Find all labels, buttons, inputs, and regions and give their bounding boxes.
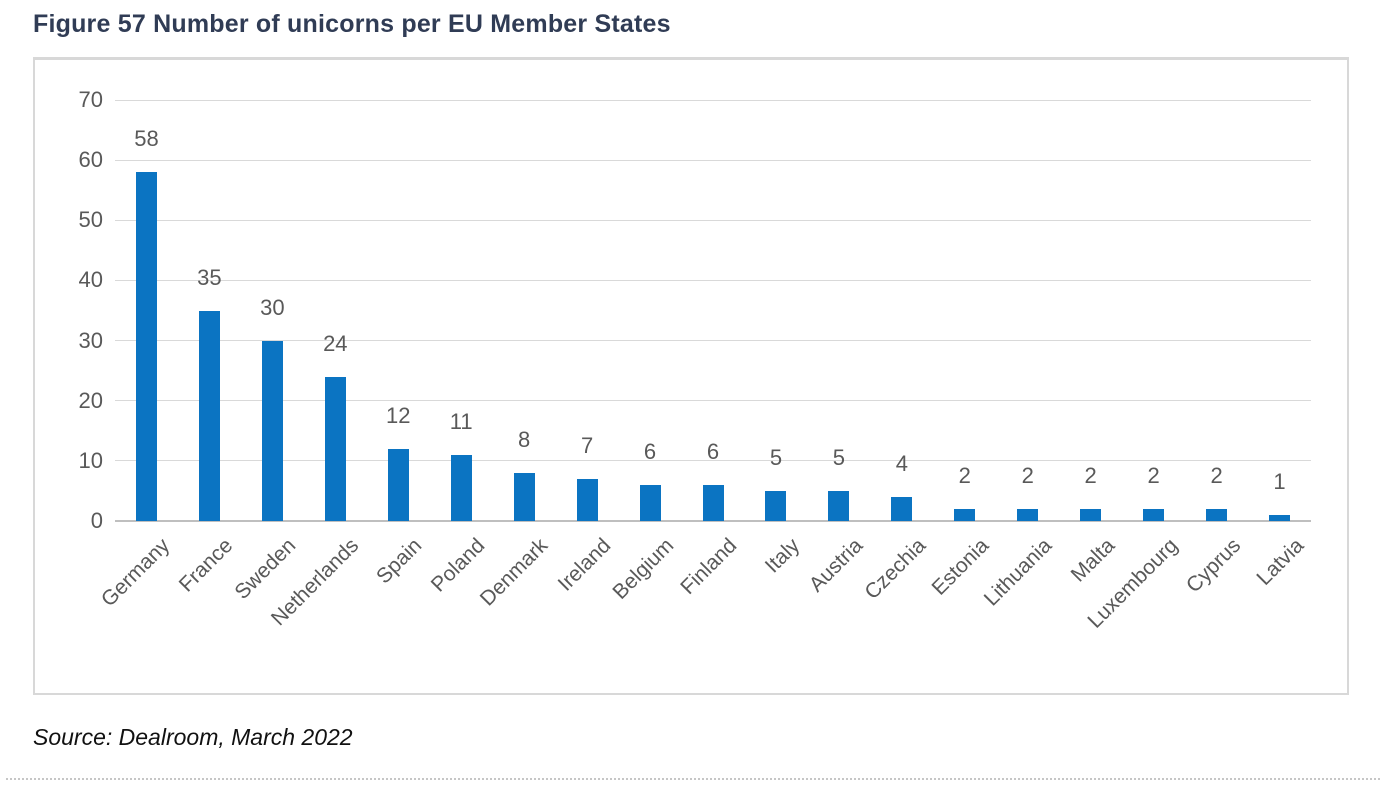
y-tick-label: 60: [78, 147, 103, 173]
bar-value-label: 11: [449, 408, 473, 434]
bar-germany: [135, 172, 157, 521]
bar-value-label: 2: [1021, 462, 1034, 488]
bar-value-label: 5: [832, 444, 846, 470]
bar-luxembourg: [1143, 508, 1165, 521]
bar-value-label: 2: [958, 462, 971, 488]
bar-malta: [1080, 508, 1102, 521]
bar-value-label: 2: [1147, 462, 1160, 488]
figure-source: Source: Dealroom, March 2022: [33, 724, 353, 750]
bar-italy: [765, 490, 787, 521]
bar-spain: [387, 448, 409, 521]
y-tick-label: 70: [78, 87, 103, 112]
y-tick-label: 50: [78, 207, 103, 233]
bar-value-label: 58: [134, 126, 159, 152]
bar-sweden: [261, 340, 283, 521]
bar-value-label: 8: [518, 426, 531, 452]
gridline: [115, 400, 1311, 402]
bar-value-label: 12: [386, 402, 411, 428]
bar-denmark: [513, 472, 535, 521]
bar-value-label: 2: [1084, 462, 1097, 488]
chart-frame: 0 10 20 30 40 50 60 70 58 Germany 35 France 30 Sweden…: [33, 57, 1349, 695]
bar-latvia: [1269, 514, 1291, 521]
bar-cyprus: [1206, 508, 1228, 521]
bar-value-label: 5: [769, 444, 783, 470]
bar-france: [198, 310, 220, 521]
bar-value-label: 30: [260, 294, 285, 320]
bar-value-label: 4: [895, 450, 908, 476]
gridline: [115, 279, 1311, 281]
bar-lithuania: [1017, 508, 1039, 521]
bar-value-label: 6: [706, 438, 720, 464]
y-tick-label: 40: [78, 267, 103, 293]
gridline: [115, 460, 1311, 462]
bar-value-label: 35: [197, 264, 222, 290]
x-axis-line: [115, 520, 1311, 522]
y-tick-label: 10: [78, 447, 103, 473]
y-tick-label: 20: [78, 387, 103, 413]
bar-value-label: 2: [1210, 462, 1223, 488]
bar-finland: [702, 484, 724, 521]
figure-title: Figure 57 Number of unicorns per EU Memb…: [33, 10, 671, 38]
gridline: [115, 99, 1311, 101]
bar-netherlands: [324, 376, 346, 521]
gridline: [115, 340, 1311, 342]
y-tick-label: 0: [90, 508, 103, 533]
gridline: [115, 159, 1311, 161]
bar-estonia: [954, 508, 976, 521]
bar-value-label: 1: [1273, 468, 1286, 494]
bar-ireland: [576, 478, 598, 521]
page-break-dotted-line: [6, 778, 1380, 780]
bar-belgium: [639, 484, 661, 521]
bar-austria: [828, 490, 850, 521]
bar-value-label: 24: [323, 330, 348, 356]
y-tick-label: 30: [78, 327, 103, 353]
bar-value-label: 6: [643, 438, 657, 464]
bar-value-label: 7: [580, 432, 594, 458]
gridline: [115, 219, 1311, 221]
bar-poland: [450, 454, 472, 521]
bar-czechia: [891, 496, 913, 521]
